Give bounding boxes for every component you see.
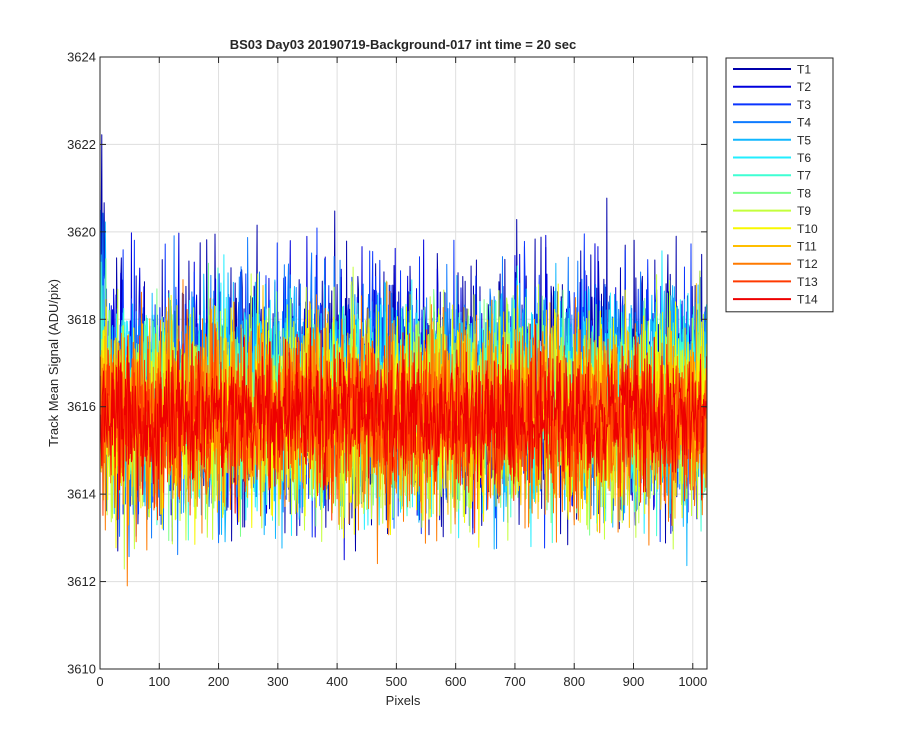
y-tick-label: 3612 xyxy=(67,574,96,589)
legend-label-t1: T1 xyxy=(797,63,811,77)
x-tick-label: 100 xyxy=(148,674,170,689)
legend-label-t11: T11 xyxy=(797,240,817,254)
legend-label-t3: T3 xyxy=(797,98,811,112)
axes-box xyxy=(99,56,708,670)
y-tick-label: 3616 xyxy=(67,399,96,414)
x-tick-label: 1000 xyxy=(678,674,707,689)
legend-label-t12: T12 xyxy=(797,257,818,271)
legend-label-t14: T14 xyxy=(797,293,818,307)
x-tick-label: 700 xyxy=(504,674,526,689)
x-tick-label: 0 xyxy=(96,674,103,689)
y-tick-label: 3610 xyxy=(67,662,96,677)
legend-label-t6: T6 xyxy=(797,151,811,165)
x-tick-label: 600 xyxy=(445,674,467,689)
plot-axes: 0 100 200 300 400 500 600 700 800 900 1000 3610 3612… xyxy=(67,50,708,689)
x-axis-label: Pixels xyxy=(386,693,421,708)
x-tick-label: 500 xyxy=(386,674,408,689)
legend-label-t8: T8 xyxy=(797,186,811,200)
legend-label-t10: T10 xyxy=(797,222,818,236)
legend-label-t2: T2 xyxy=(797,80,811,94)
series-line-t14 xyxy=(100,324,708,514)
legend-label-t13: T13 xyxy=(797,275,818,289)
y-tick-label: 3614 xyxy=(67,487,96,502)
y-tick-label: 3624 xyxy=(67,50,96,65)
y-tick-label: 3622 xyxy=(67,137,96,152)
y-axis-label: Track Mean Signal (ADU/pix) xyxy=(46,279,61,447)
chart-title: BS03 Day03 20190719-Background-017 int t… xyxy=(230,37,577,52)
y-tick-label: 3620 xyxy=(67,224,96,239)
legend-box xyxy=(725,57,834,313)
y-tick-label: 3618 xyxy=(67,312,96,327)
legend: T1 T2 T3 T4 T5 T6 T7 T8 T9 T10 T11 T12 T13 T14 xyxy=(725,57,834,313)
x-tick-label: 900 xyxy=(623,674,645,689)
x-tick-label: 800 xyxy=(563,674,585,689)
series-group xyxy=(100,134,708,587)
x-tick-label: 400 xyxy=(326,674,348,689)
x-tick-label: 200 xyxy=(208,674,230,689)
legend-label-t4: T4 xyxy=(797,116,811,130)
legend-label-t5: T5 xyxy=(797,133,811,147)
legend-label-t7: T7 xyxy=(797,169,811,183)
x-tick-label: 300 xyxy=(267,674,289,689)
legend-label-t9: T9 xyxy=(797,204,811,218)
